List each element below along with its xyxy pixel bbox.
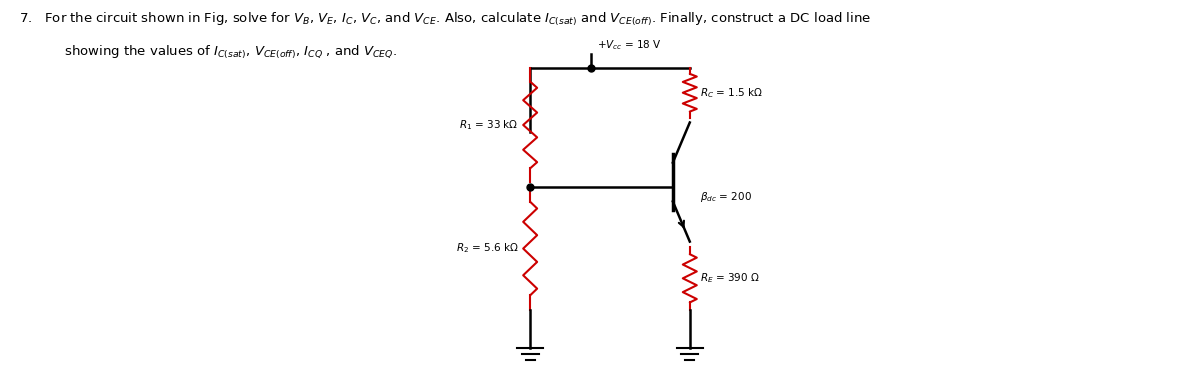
Text: $+V_{cc}$ = 18 V: $+V_{cc}$ = 18 V (596, 38, 661, 52)
Text: $R_1$ = 33 k$\Omega$: $R_1$ = 33 k$\Omega$ (458, 118, 518, 132)
Text: $\beta_{dc}$ = 200: $\beta_{dc}$ = 200 (700, 190, 751, 204)
Text: $R_C$ = 1.5 k$\Omega$: $R_C$ = 1.5 k$\Omega$ (700, 86, 763, 100)
Text: showing the values of $I_{C(sat)}$, $V_{CE(off)}$, $I_{CQ}$ , and $V_{CEQ}$.: showing the values of $I_{C(sat)}$, $V_{… (40, 43, 397, 60)
Text: $R_2$ = 5.6 k$\Omega$: $R_2$ = 5.6 k$\Omega$ (456, 242, 518, 256)
Text: 7.   For the circuit shown in Fig, solve for $V_B$, $V_E$, $I_C$, $V_C$, and $V_: 7. For the circuit shown in Fig, solve f… (19, 10, 871, 28)
Text: $R_E$ = 390 $\Omega$: $R_E$ = 390 $\Omega$ (700, 271, 760, 285)
